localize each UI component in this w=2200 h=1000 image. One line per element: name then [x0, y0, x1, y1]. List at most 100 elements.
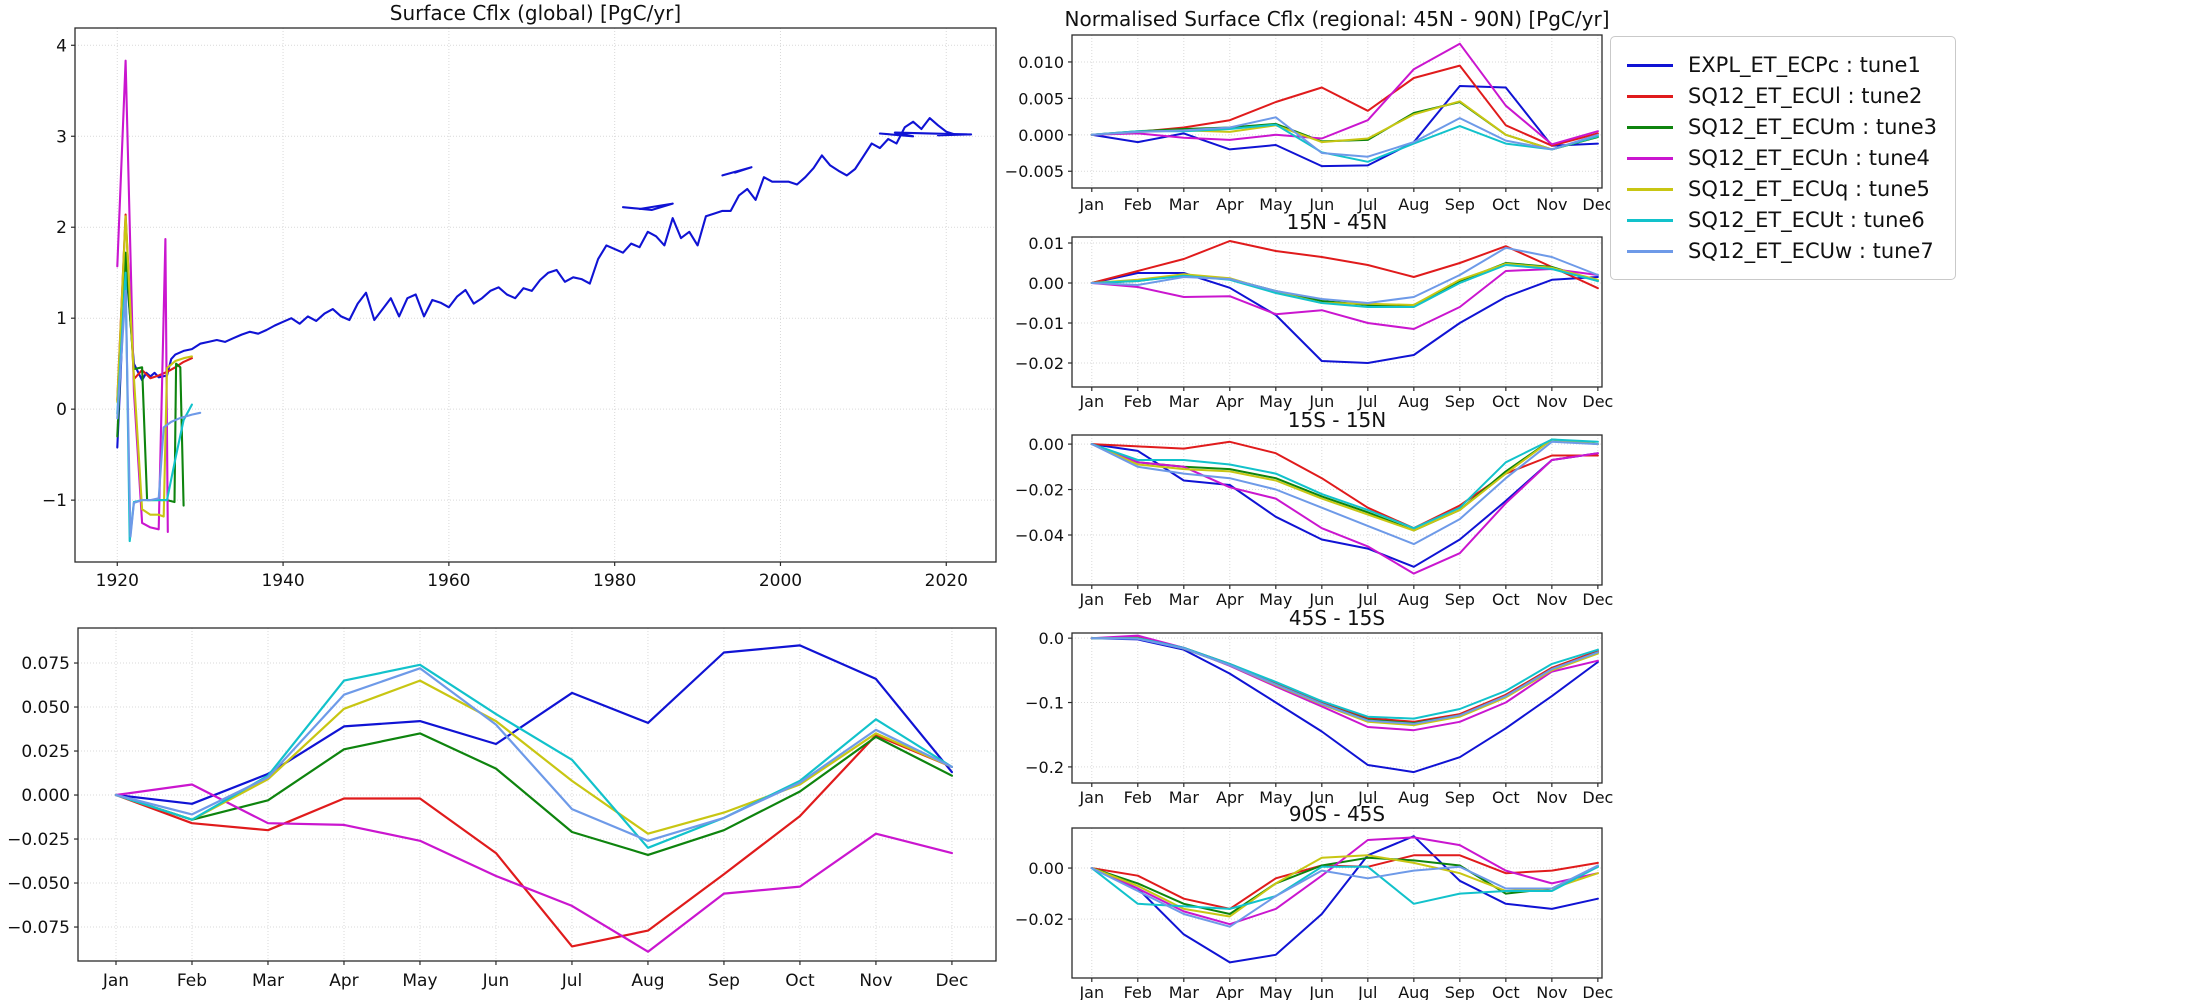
x-tick-label: Oct	[1492, 195, 1520, 214]
x-tick-label: Mar	[1169, 195, 1200, 214]
x-tick-label: Apr	[1216, 392, 1244, 411]
plot-border	[1071, 434, 1603, 586]
y-tick-label: 0.050	[21, 698, 70, 718]
series-line-sq12-et-ecul-tune2	[114, 734, 954, 948]
chart-title: 90S - 45S	[1289, 802, 1385, 826]
x-tick-label: Sep	[708, 971, 740, 991]
x-tick-label: Aug	[1398, 392, 1429, 411]
legend-label: SQ12_ET_ECUq : tune5	[1688, 177, 1930, 201]
x-tick-label: Dec	[935, 971, 968, 991]
x-tick-label: May	[1259, 788, 1292, 807]
series-line-sq12-et-ecut-tune6	[1090, 865, 1599, 910]
legend-line-swatch	[1627, 95, 1673, 98]
x-tick-label: Jun	[1308, 788, 1334, 807]
y-tick-label: −1	[42, 491, 67, 511]
series-line-tune1-overlap-segment-b	[721, 166, 753, 177]
series-line-sq12-et-ecuw-tune7	[116, 289, 202, 538]
series-line-sq12-et-ecuw-tune7	[1090, 116, 1599, 158]
x-tick-label: Jan	[1078, 983, 1104, 1000]
y-tick-label: 0.000	[21, 786, 70, 806]
series-line-sq12-et-ecun-tune4	[116, 59, 169, 534]
x-tick-label: May	[1259, 392, 1292, 411]
x-tick-label: Apr	[1216, 788, 1244, 807]
x-tick-label: Aug	[631, 971, 664, 991]
series-line-sq12-et-ecun-tune4	[1090, 268, 1599, 330]
y-tick-label: −0.025	[7, 830, 70, 850]
x-tick-label: Jun	[1308, 195, 1334, 214]
plot-border	[1071, 34, 1603, 189]
series-line-expl-et-ecpc-tune1	[116, 117, 973, 449]
series-line-sq12-et-ecut-tune6	[114, 663, 954, 849]
y-tick-label: 0.010	[1018, 53, 1064, 72]
x-tick-label: Jan	[1078, 392, 1104, 411]
series-line-sq12-et-ecuw-tune7	[1090, 246, 1599, 304]
x-tick-label: Feb	[1124, 195, 1152, 214]
y-tick-label: 4	[56, 36, 67, 56]
y-tick-label: −0.075	[7, 918, 70, 938]
chart-title: 15N - 45N	[1287, 210, 1388, 234]
series-line-sq12-et-ecuw-tune7	[114, 667, 954, 842]
chart-regional_90S_45S: Jan Feb Mar Apr May Jun Jul Aug Sep Oct Nov Dec 0.00…	[1015, 802, 1613, 1000]
x-tick-label: Apr	[329, 971, 358, 991]
x-tick-label: Oct	[1492, 392, 1520, 411]
series-line-tune1-overlap-segment-a	[621, 202, 674, 211]
x-tick-label: Jan	[1078, 590, 1104, 609]
y-tick-label: 3	[56, 127, 67, 147]
x-tick-label: May	[402, 971, 437, 991]
x-tick-label: Jun	[1308, 590, 1334, 609]
series-line-expl-et-ecpc-tune1	[1090, 637, 1599, 774]
x-tick-label: May	[1259, 195, 1292, 214]
series-line-expl-et-ecpc-tune1	[1090, 272, 1599, 364]
y-tick-label: −0.1	[1025, 694, 1064, 713]
x-tick-label: Aug	[1398, 195, 1429, 214]
x-tick-label: May	[1259, 983, 1292, 1000]
legend: EXPL_ET_ECPc : tune1 SQ12_ET_ECUl : tune…	[1610, 36, 1956, 280]
y-tick-label: 0.00	[1028, 274, 1064, 293]
x-tick-label: Jul	[1357, 590, 1377, 609]
y-tick-label: 2	[56, 218, 67, 238]
x-tick-label: 2000	[759, 571, 802, 591]
x-tick-label: 2020	[925, 571, 968, 591]
y-tick-label: −0.04	[1015, 526, 1064, 545]
y-tick-label: 0.000	[1018, 126, 1064, 145]
x-tick-label: 1960	[427, 571, 470, 591]
x-tick-label: Aug	[1398, 788, 1429, 807]
series-line-sq12-et-ecun-tune4	[1090, 42, 1599, 146]
x-tick-label: Mar	[1169, 392, 1200, 411]
legend-entry: SQ12_ET_ECUt : tune6	[1627, 205, 1937, 236]
legend-label: SQ12_ET_ECUn : tune4	[1688, 146, 1930, 170]
y-tick-label: −0.02	[1015, 354, 1064, 373]
x-tick-label: Dec	[1582, 788, 1613, 807]
series-line-sq12-et-ecum-tune3	[1090, 856, 1599, 915]
x-tick-label: Mar	[1169, 983, 1200, 1000]
series-line-tune1-overlap-segment-c	[878, 131, 969, 138]
x-tick-label: Sep	[1445, 590, 1475, 609]
series-line-sq12-et-ecuq-tune5	[1090, 438, 1599, 532]
legend-label: SQ12_ET_ECUl : tune2	[1688, 84, 1923, 108]
x-tick-label: Oct	[1492, 983, 1520, 1000]
series-line-sq12-et-ecuw-tune7	[1090, 637, 1599, 725]
legend-line-swatch	[1627, 157, 1673, 160]
x-tick-label: Nov	[1536, 788, 1567, 807]
x-tick-label: Jan	[1078, 788, 1104, 807]
y-tick-label: 0.0	[1039, 629, 1064, 648]
x-tick-label: Nov	[1536, 195, 1567, 214]
series-line-sq12-et-ecuq-tune5	[1090, 262, 1599, 306]
legend-line-swatch	[1627, 126, 1673, 129]
x-tick-label: Mar	[1169, 788, 1200, 807]
series-line-sq12-et-ecuw-tune7	[1090, 440, 1599, 546]
legend-label: SQ12_ET_ECUt : tune6	[1688, 208, 1925, 232]
series-line-expl-et-ecpc-tune1	[114, 644, 954, 805]
series-line-sq12-et-ecuw-tune7	[1090, 864, 1599, 928]
legend-label: SQ12_ET_ECUw : tune7	[1688, 239, 1934, 263]
plot-border	[74, 27, 997, 563]
series-line-sq12-et-ecut-tune6	[1090, 637, 1599, 720]
x-tick-label: Nov	[1536, 983, 1567, 1000]
x-tick-label: Apr	[1216, 195, 1244, 214]
x-tick-label: Jan	[102, 971, 129, 991]
legend-label: EXPL_ET_ECPc : tune1	[1688, 53, 1921, 77]
y-tick-label: 0	[56, 400, 67, 420]
chart-regional_45N_90N: Jan Feb Mar Apr May Jun Jul Aug Sep Oct Nov Dec 0.01…	[1005, 7, 1614, 214]
x-tick-label: Oct	[1492, 788, 1520, 807]
chart-title: Surface Cflx (global) [PgC/yr]	[390, 1, 681, 25]
